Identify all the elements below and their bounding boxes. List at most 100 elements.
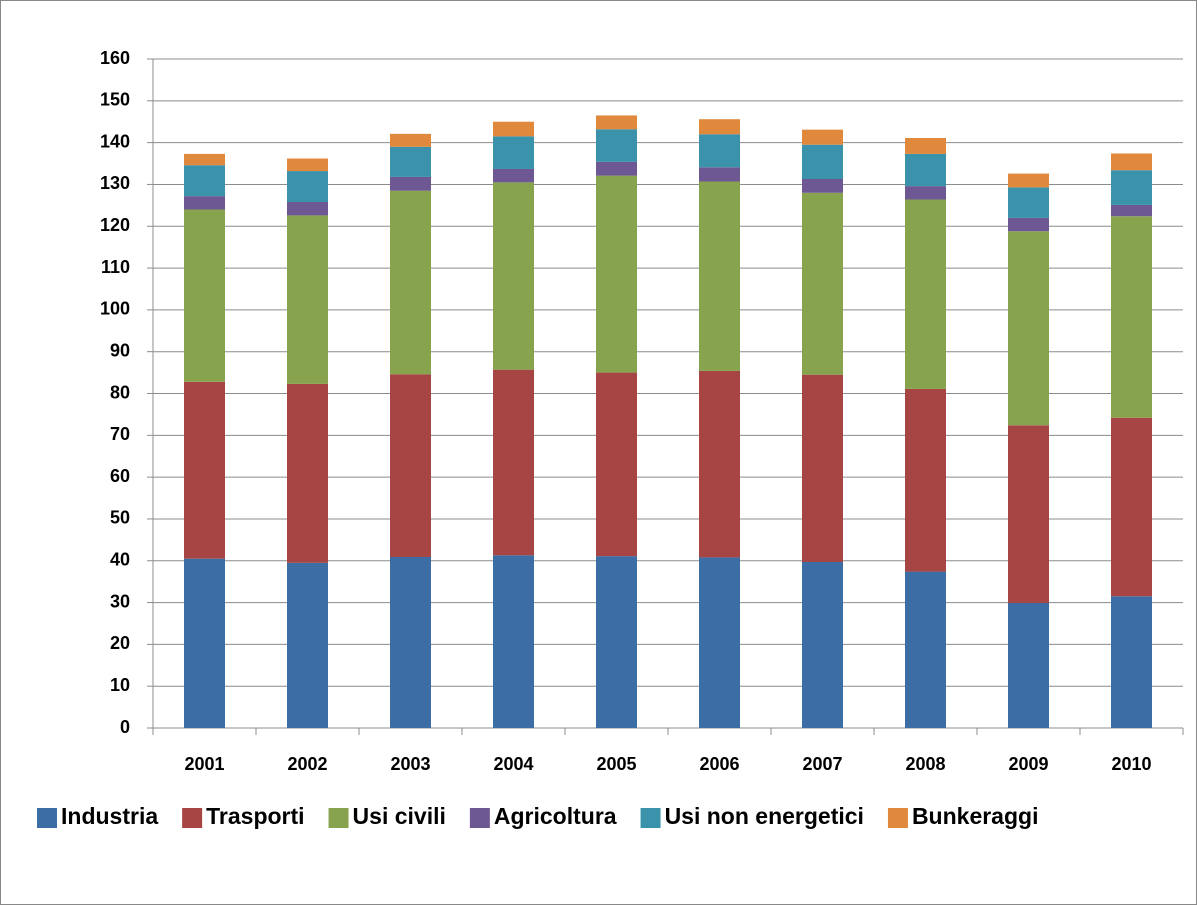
bar-segment: [493, 136, 534, 169]
bar-segment: [905, 571, 946, 728]
y-tick-label: 90: [110, 340, 130, 360]
bar-segment: [905, 153, 946, 187]
bar-segment: [390, 133, 431, 147]
bar-segment: [699, 557, 740, 728]
bar-segment: [184, 381, 225, 559]
y-tick-label: 150: [100, 90, 130, 110]
y-tick-label: 110: [101, 257, 130, 277]
bar-segment: [802, 374, 843, 563]
bar-segment: [596, 372, 637, 557]
bar-segment: [699, 167, 740, 182]
bar-segment: [287, 383, 328, 563]
bar-segment: [1111, 170, 1152, 205]
legend-swatch: [37, 808, 57, 828]
legend-swatch: [469, 808, 490, 828]
legend-label: Industria: [61, 803, 158, 829]
bar-segment: [905, 388, 946, 572]
y-tick-label: 120: [100, 215, 130, 235]
bar-segment: [699, 370, 740, 558]
bar-segment: [596, 175, 637, 373]
y-tick-label: 80: [110, 382, 130, 402]
x-tick-label: 2002: [287, 754, 327, 774]
bar-segment: [802, 129, 843, 145]
bar-segment: [1111, 216, 1152, 418]
bar-segment: [802, 192, 843, 375]
y-tick-label: 140: [100, 131, 130, 151]
bar-segment: [1008, 187, 1049, 218]
legend-swatch: [640, 808, 661, 828]
bar-segment: [905, 138, 946, 154]
y-tick-label: 100: [100, 299, 130, 319]
bar-segment: [1111, 204, 1152, 217]
y-tick-label: 20: [110, 633, 130, 653]
y-tick-label: 160: [100, 48, 130, 68]
bar-segment: [287, 562, 328, 728]
legend-label: Usi non energetici: [665, 803, 864, 829]
bar-segment: [493, 369, 534, 556]
x-tick-label: 2008: [905, 754, 945, 774]
bar-segment: [390, 374, 431, 557]
bar-segment: [184, 153, 225, 166]
legend-swatch: [328, 808, 349, 828]
y-tick-label: 40: [110, 550, 130, 570]
x-tick-label: 2001: [184, 754, 224, 774]
y-tick-label: 70: [110, 424, 130, 444]
bar-segment: [1008, 602, 1049, 728]
y-tick-label: 10: [110, 675, 130, 695]
legend-label: Bunkeraggi: [912, 803, 1039, 829]
bar-segment: [493, 555, 534, 728]
bar-segment: [493, 168, 534, 183]
x-tick-label: 2005: [596, 754, 636, 774]
bar-segment: [699, 134, 740, 168]
bar-segment: [390, 176, 431, 191]
bar-segment: [1008, 425, 1049, 603]
y-tick-label: 130: [100, 173, 130, 193]
bar-segment: [287, 171, 328, 202]
bar-segment: [1111, 596, 1152, 728]
legend-swatch: [182, 808, 203, 828]
bar-segment: [596, 115, 637, 130]
x-tick-label: 2009: [1008, 754, 1048, 774]
bar-segment: [493, 121, 534, 137]
bar-segment: [287, 215, 328, 384]
bar-segment: [1111, 153, 1152, 171]
bar-segment: [802, 144, 843, 180]
bar-segment: [390, 190, 431, 375]
x-tick-label: 2007: [802, 754, 842, 774]
x-tick-label: 2003: [390, 754, 430, 774]
bar-segment: [802, 562, 843, 728]
bar-segment: [699, 119, 740, 135]
y-tick-label: 30: [110, 591, 130, 611]
y-tick-label: 50: [110, 508, 130, 528]
bar-segment: [493, 182, 534, 370]
legend-label: Agricoltura: [494, 803, 617, 829]
bar-segment: [1008, 231, 1049, 426]
bar-segment: [287, 201, 328, 216]
legend-swatch: [887, 808, 908, 828]
x-tick-label: 2010: [1111, 754, 1151, 774]
bar-segment: [184, 558, 225, 728]
bar-segment: [596, 556, 637, 728]
legend-label: Usi civili: [353, 803, 446, 829]
bar-segment: [905, 199, 946, 389]
bar-segment: [287, 158, 328, 172]
bar-segment: [184, 196, 225, 210]
bar-segment: [390, 556, 431, 728]
y-tick-label: 0: [120, 717, 130, 737]
bar-segment: [390, 146, 431, 177]
bar-segment: [596, 129, 637, 162]
bar-segment: [1008, 217, 1049, 232]
y-tick-label: 60: [110, 466, 130, 486]
legend-label: Trasporti: [206, 803, 304, 829]
bar-segment: [1008, 173, 1049, 188]
bar-segment: [184, 165, 225, 197]
bar-segment: [1111, 417, 1152, 597]
bar-segment: [802, 179, 843, 193]
x-tick-label: 2006: [699, 754, 739, 774]
bar-segment: [699, 181, 740, 371]
x-tick-label: 2004: [493, 754, 533, 774]
bar-segment: [905, 186, 946, 200]
bar-segment: [184, 209, 225, 382]
bar-segment: [596, 161, 637, 176]
